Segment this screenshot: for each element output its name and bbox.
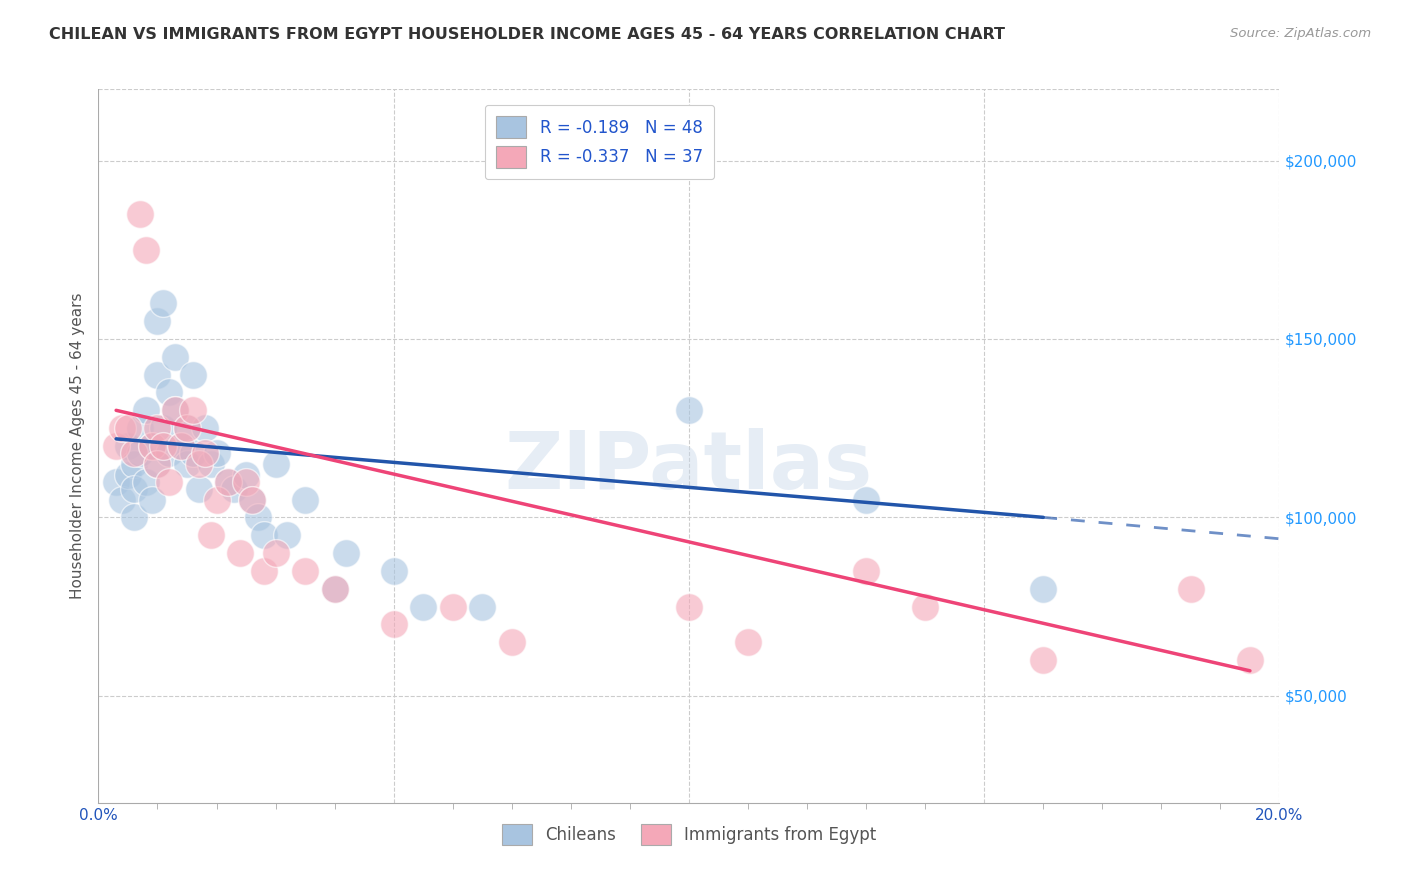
Point: [105, 475, 128, 489]
Point: [181, 446, 204, 460]
Text: CHILEAN VS IMMIGRANTS FROM EGYPT HOUSEHOLDER INCOME AGES 45 - 64 YEARS CORRELATI: CHILEAN VS IMMIGRANTS FROM EGYPT HOUSEHO…: [49, 27, 1005, 42]
Point: [146, 457, 169, 471]
Point: [187, 457, 209, 471]
Point: [441, 599, 464, 614]
Point: [152, 439, 174, 453]
Point: [170, 439, 193, 453]
Point: [235, 475, 257, 489]
Point: [240, 492, 263, 507]
Point: [176, 457, 198, 471]
Point: [253, 528, 276, 542]
Point: [128, 207, 150, 221]
Point: [165, 403, 187, 417]
Point: [117, 439, 139, 453]
Point: [240, 492, 263, 507]
Point: [205, 446, 228, 460]
Point: [176, 421, 198, 435]
Point: [229, 546, 252, 560]
Point: [335, 546, 357, 560]
Point: [135, 475, 157, 489]
Text: Source: ZipAtlas.com: Source: ZipAtlas.com: [1230, 27, 1371, 40]
Point: [737, 635, 759, 649]
Point: [135, 403, 157, 417]
Point: [323, 582, 346, 596]
Point: [412, 599, 434, 614]
Point: [187, 482, 209, 496]
Point: [217, 475, 239, 489]
Point: [200, 457, 222, 471]
Point: [105, 439, 128, 453]
Point: [157, 385, 180, 400]
Text: ZIPatlas: ZIPatlas: [505, 428, 873, 507]
Point: [501, 635, 523, 649]
Point: [141, 492, 163, 507]
Point: [157, 475, 180, 489]
Point: [146, 368, 169, 382]
Point: [170, 439, 193, 453]
Point: [382, 617, 405, 632]
Point: [146, 314, 169, 328]
Point: [914, 599, 936, 614]
Point: [122, 457, 145, 471]
Point: [253, 564, 276, 578]
Point: [146, 457, 169, 471]
Point: [264, 457, 287, 471]
Point: [122, 482, 145, 496]
Point: [205, 492, 228, 507]
Point: [122, 446, 145, 460]
Point: [235, 467, 257, 482]
Point: [294, 564, 316, 578]
Point: [122, 510, 145, 524]
Point: [323, 582, 346, 596]
Point: [117, 467, 139, 482]
Point: [471, 599, 494, 614]
Point: [152, 421, 174, 435]
Point: [1032, 653, 1054, 667]
Point: [135, 243, 157, 257]
Point: [165, 350, 187, 364]
Point: [200, 528, 222, 542]
Point: [128, 421, 150, 435]
Point: [855, 492, 877, 507]
Point: [128, 446, 150, 460]
Point: [224, 482, 246, 496]
Point: [1180, 582, 1202, 596]
Point: [165, 403, 187, 417]
Point: [157, 446, 180, 460]
Point: [855, 564, 877, 578]
Point: [276, 528, 298, 542]
Point: [117, 421, 139, 435]
Point: [678, 599, 700, 614]
Point: [1239, 653, 1261, 667]
Point: [264, 546, 287, 560]
Point: [246, 510, 269, 524]
Point: [141, 439, 163, 453]
Point: [181, 403, 204, 417]
Point: [111, 492, 134, 507]
Point: [217, 475, 239, 489]
Point: [146, 421, 169, 435]
Point: [194, 446, 217, 460]
Point: [1032, 582, 1054, 596]
Legend: Chileans, Immigrants from Egypt: Chileans, Immigrants from Egypt: [492, 814, 886, 855]
Point: [678, 403, 700, 417]
Point: [111, 421, 134, 435]
Point: [294, 492, 316, 507]
Point: [382, 564, 405, 578]
Point: [141, 439, 163, 453]
Point: [194, 421, 217, 435]
Point: [181, 368, 204, 382]
Point: [152, 296, 174, 310]
Point: [176, 421, 198, 435]
Y-axis label: Householder Income Ages 45 - 64 years: Householder Income Ages 45 - 64 years: [69, 293, 84, 599]
